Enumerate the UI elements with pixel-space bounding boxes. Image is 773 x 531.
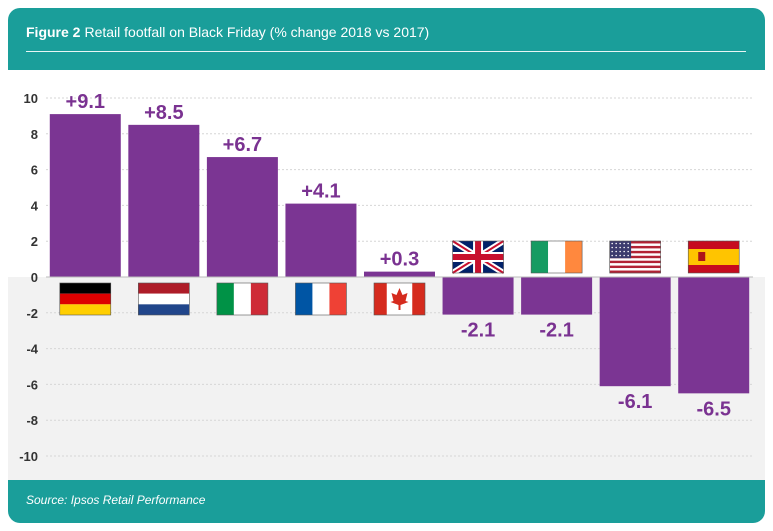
germany-flag-icon [59,282,112,316]
y-tick-label-5: 0 [31,270,38,285]
netherlands-flag-icon [138,282,190,316]
y-tick-label-9: -8 [26,413,38,428]
value-label-3: +4.1 [301,181,340,203]
bar-canada [364,271,435,277]
bar-united-states [599,277,671,387]
italy-flag-icon [216,282,269,316]
source-note: Source: Ipsos Retail Performance [26,493,206,507]
y-tick-label-8: -6 [26,377,38,392]
y-tick-label-10: -10 [19,449,38,464]
y-tick-label-7: -4 [26,342,38,357]
value-label-5: -2.1 [461,320,495,342]
figure-frame: Figure 2 Retail footfall on Black Friday … [8,8,765,523]
value-label-8: -6.5 [696,398,730,420]
figure-footer: Source: Ipsos Retail Performance [8,480,765,523]
plot-area: 10 8 6 4 2 0 -2 -4 -6 -8 -10 +9.1 +8.5 +6.7 +4.1 +0.3 -2… [8,70,765,480]
bar-united-kingdom [442,277,514,315]
value-label-6: -2.1 [539,320,573,342]
bar-spain [678,277,750,394]
uk-flag-icon [450,238,506,276]
bar-netherlands [128,124,200,277]
figure-header: Figure 2 Retail footfall on Black Friday … [8,8,765,70]
y-tick-label-0: 10 [24,91,38,106]
value-label-1: +8.5 [144,102,183,124]
bar-italy [206,157,278,277]
figure-label: Figure 2 [26,24,81,40]
bar-france [285,203,357,277]
usa-flag-icon [609,240,661,274]
spain-flag-icon [687,240,740,274]
title-divider [26,51,746,52]
value-label-2: +6.7 [223,134,262,156]
y-tick-label-2: 6 [31,163,38,178]
france-flag-icon [295,282,347,316]
y-tick-label-3: 4 [31,198,39,213]
figure-title-text: Retail footfall on Black Friday (% chang… [84,24,430,40]
bar-ireland [521,277,593,315]
canada-flag-icon [373,282,426,316]
ireland-flag-icon [530,240,583,274]
value-label-0: +9.1 [66,91,105,113]
value-label-7: -6.1 [618,391,652,413]
value-label-4: +0.3 [380,249,419,271]
y-tick-label-1: 8 [31,127,38,142]
bar-germany [49,114,121,277]
y-tick-label-6: -2 [26,306,38,321]
y-tick-label-4: 2 [31,234,38,249]
figure-title: Figure 2 Retail footfall on Black Friday … [26,24,429,40]
bar-chart: 10 8 6 4 2 0 -2 -4 -6 -8 -10 +9.1 +8.5 +6.7 +4.1 +0.3 -2… [8,91,765,480]
